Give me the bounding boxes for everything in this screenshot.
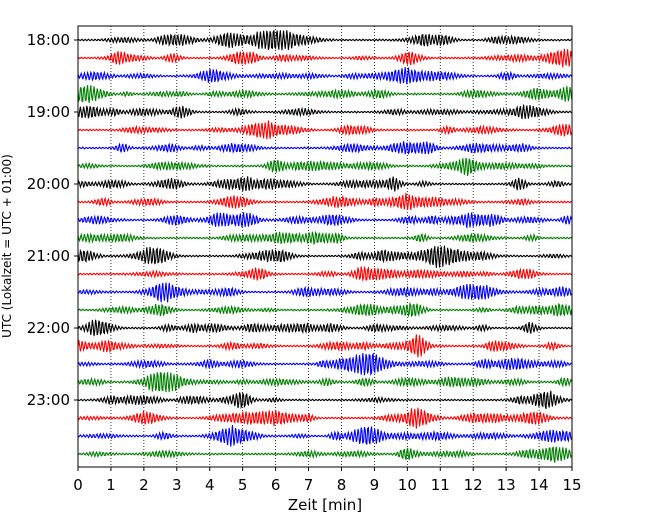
seismic-traces <box>77 30 573 463</box>
x-tick-label: 7 <box>304 476 314 494</box>
seismic-trace-line <box>77 157 573 176</box>
seismic-trace-line <box>77 120 573 140</box>
y-tick-label: 23:00 <box>27 391 70 409</box>
x-tick-label: 4 <box>205 476 215 494</box>
y-axis-label: UTC (Lokalzeit = UTC + 01:00) <box>0 154 14 338</box>
seismic-trace-line <box>77 352 572 376</box>
x-tick-label: 15 <box>562 476 581 494</box>
seismic-trace-line <box>77 192 572 211</box>
seismic-trace-line <box>77 141 572 155</box>
x-tick-label: 13 <box>497 476 516 494</box>
x-tick-label: 8 <box>337 476 347 494</box>
x-tick-label: 11 <box>431 476 450 494</box>
seismic-trace-line <box>77 48 573 68</box>
plot-frame <box>77 25 573 468</box>
seismic-trace-line <box>77 446 573 463</box>
seismic-trace-line <box>77 265 572 282</box>
x-tick-label: 9 <box>370 476 380 494</box>
x-tick-label: 14 <box>530 476 549 494</box>
seismic-trace-line <box>77 334 572 358</box>
x-tick-label: 0 <box>73 476 83 494</box>
x-tick-label: 3 <box>172 476 182 494</box>
x-tick-label: 1 <box>106 476 116 494</box>
seismic-trace-line <box>77 301 573 318</box>
seismic-trace-line <box>77 371 573 393</box>
y-tick-label: 22:00 <box>27 319 70 337</box>
seismic-trace-line <box>77 30 572 51</box>
x-axis-label: Zeit [min] <box>288 496 362 514</box>
x-tick-label: 10 <box>398 476 417 494</box>
x-tick-label: 5 <box>238 476 248 494</box>
seismic-trace-line <box>77 424 573 447</box>
y-axis: 18:00 19:00 20:00 21:00 22:00 23:00 <box>27 31 78 409</box>
y-tick-label: 21:00 <box>27 247 70 265</box>
seismic-trace-line <box>77 85 573 103</box>
x-tick-label: 12 <box>464 476 483 494</box>
seismic-trace-line <box>77 319 573 337</box>
x-tick-label: 2 <box>139 476 149 494</box>
x-tick-label: 6 <box>271 476 281 494</box>
seismic-trace-line <box>77 104 572 120</box>
y-tick-label: 19:00 <box>27 103 70 121</box>
seismic-trace-line <box>77 390 573 410</box>
seismic-trace-line <box>77 230 572 245</box>
seismic-trace-line <box>77 245 573 268</box>
seismic-trace-line <box>77 176 572 192</box>
seismic-trace-line <box>77 282 573 303</box>
x-axis: 0 1 2 3 4 5 6 7 8 9 10 11 12 13 14 15 <box>73 467 582 494</box>
seismic-trace-line <box>77 67 573 85</box>
plot-area <box>78 26 572 467</box>
seismic-trace-line <box>77 212 573 229</box>
y-tick-label: 20:00 <box>27 175 70 193</box>
seismic-trace-line <box>77 407 573 429</box>
y-tick-label: 18:00 <box>27 31 70 49</box>
